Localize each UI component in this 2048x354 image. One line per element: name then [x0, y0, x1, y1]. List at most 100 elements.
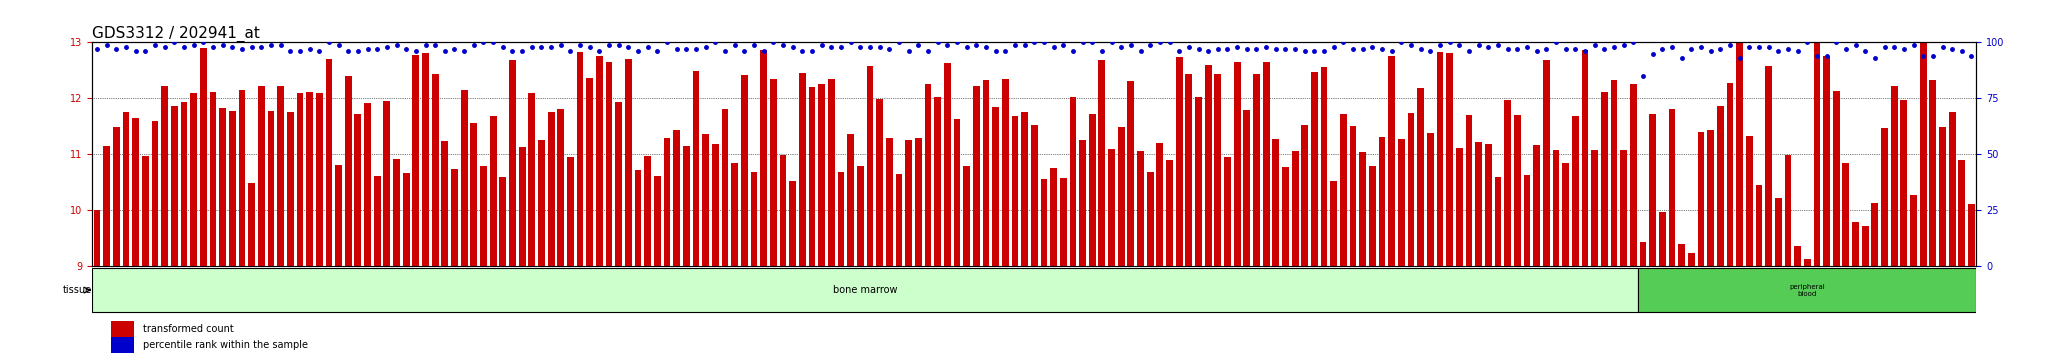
Bar — [547, 112, 555, 266]
Bar — [248, 183, 254, 266]
Bar — [1399, 139, 1405, 266]
Bar — [1872, 203, 1878, 266]
Bar — [645, 156, 651, 266]
Bar — [809, 87, 815, 266]
Bar — [1446, 53, 1454, 266]
Bar — [123, 112, 129, 266]
Bar — [1012, 116, 1018, 266]
Bar — [1784, 155, 1792, 266]
Bar — [1475, 142, 1483, 266]
Bar — [1022, 112, 1028, 266]
Bar — [887, 138, 893, 266]
Bar — [442, 141, 449, 266]
Bar — [1098, 61, 1106, 266]
Bar — [1350, 126, 1356, 266]
Bar — [586, 78, 594, 266]
Bar — [1069, 97, 1077, 266]
Bar — [1823, 56, 1831, 266]
Bar — [1716, 105, 1724, 266]
Bar — [1524, 175, 1530, 266]
Bar — [752, 172, 758, 266]
Bar — [403, 173, 410, 266]
Bar — [1360, 152, 1366, 266]
Bar — [1253, 74, 1260, 266]
Bar — [1765, 66, 1772, 266]
Bar — [1640, 242, 1647, 266]
Bar — [653, 176, 662, 266]
Bar — [1157, 143, 1163, 266]
Bar — [1534, 145, 1540, 266]
Bar — [1108, 149, 1114, 266]
Bar — [432, 74, 438, 266]
Bar — [229, 110, 236, 266]
Bar — [1669, 109, 1675, 266]
Bar — [500, 177, 506, 266]
Bar — [276, 86, 285, 266]
Bar — [326, 59, 332, 266]
Bar — [1505, 101, 1511, 266]
Bar — [1466, 115, 1473, 266]
Bar — [788, 181, 797, 266]
Bar — [1939, 126, 1946, 266]
Bar — [1495, 177, 1501, 266]
Bar — [1051, 167, 1057, 266]
Bar — [1620, 150, 1626, 266]
Bar — [1090, 114, 1096, 266]
Bar — [354, 114, 360, 266]
Bar — [1368, 166, 1376, 266]
Bar — [268, 111, 274, 266]
Bar — [1968, 204, 1974, 266]
Bar — [1958, 160, 1966, 266]
Bar — [510, 60, 516, 266]
Bar — [1513, 115, 1522, 266]
Bar — [344, 76, 352, 266]
Bar — [684, 145, 690, 266]
Bar — [1755, 185, 1761, 266]
Bar — [471, 123, 477, 266]
Bar — [1272, 139, 1280, 266]
Bar — [461, 90, 467, 266]
Bar — [799, 73, 805, 266]
Bar — [1794, 246, 1800, 266]
Text: tissue: tissue — [63, 285, 92, 295]
Bar — [1677, 244, 1686, 266]
Bar — [451, 169, 459, 266]
Bar — [760, 50, 768, 266]
Bar — [1030, 125, 1038, 266]
Bar — [111, 321, 133, 337]
Bar — [1225, 157, 1231, 266]
Bar — [635, 170, 641, 266]
Bar — [383, 101, 391, 266]
Bar — [819, 84, 825, 266]
Bar — [991, 107, 999, 266]
Bar — [983, 80, 989, 266]
Bar — [606, 62, 612, 266]
Bar — [1118, 127, 1124, 266]
Bar — [1040, 179, 1047, 266]
Bar — [1282, 167, 1288, 266]
Bar — [1862, 227, 1868, 266]
Bar — [944, 63, 950, 266]
Bar — [692, 71, 700, 266]
Bar — [596, 56, 602, 266]
Bar — [1427, 133, 1434, 266]
Bar — [152, 121, 158, 266]
Bar — [1339, 114, 1348, 266]
Bar — [111, 337, 133, 353]
Text: peripheral
blood: peripheral blood — [1790, 284, 1825, 297]
Bar — [625, 58, 631, 266]
Bar — [1563, 162, 1569, 266]
Bar — [113, 127, 119, 266]
Bar — [1610, 80, 1618, 266]
Text: bone marrow: bone marrow — [834, 285, 897, 295]
Bar — [238, 90, 246, 266]
Bar — [479, 166, 487, 266]
Bar — [770, 79, 776, 266]
Bar — [578, 52, 584, 266]
Text: transformed count: transformed count — [143, 324, 233, 334]
Bar — [528, 93, 535, 266]
Bar — [1165, 160, 1174, 266]
Bar — [315, 93, 324, 266]
Bar — [307, 92, 313, 266]
Bar — [1698, 132, 1704, 266]
